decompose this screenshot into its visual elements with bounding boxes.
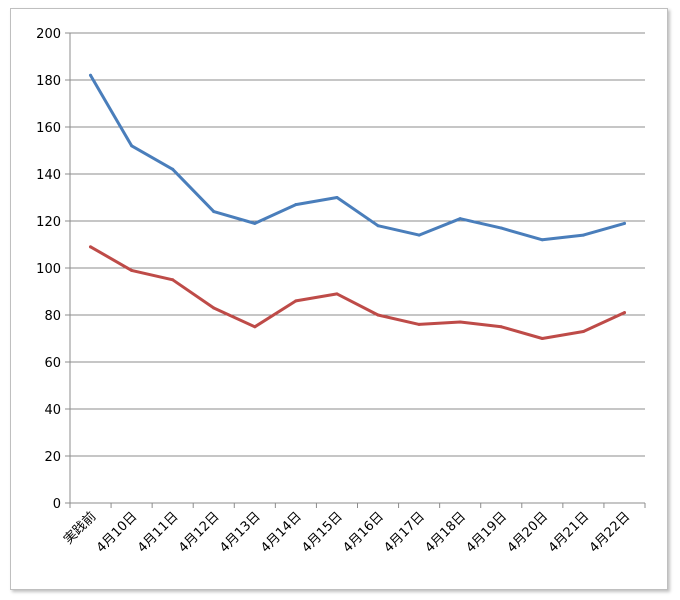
data-point: [294, 203, 298, 207]
x-tick-label: 4月14日: [258, 509, 305, 556]
gridlines: [70, 32, 645, 457]
data-point: [622, 221, 626, 225]
data-point: [458, 217, 462, 221]
data-point: [335, 292, 339, 296]
x-tick-label: 実践前: [60, 509, 99, 548]
data-point: [89, 73, 93, 77]
data-point: [212, 210, 216, 214]
y-tick-label: 200: [36, 27, 61, 42]
x-tick-label: 4月17日: [381, 509, 428, 556]
data-point: [171, 278, 175, 282]
x-tick-labels: 実践前4月10日4月11日4月12日4月13日4月14日4月15日4月16日4月…: [60, 509, 633, 556]
data-point: [417, 322, 421, 326]
x-tick-label: 4月21日: [546, 509, 593, 556]
y-tick-label: 60: [44, 356, 61, 371]
y-tick-label: 100: [36, 262, 61, 277]
x-tick-label: 4月10日: [94, 509, 141, 556]
x-tick-label: 4月11日: [135, 509, 182, 556]
y-tick-labels: 0 20 40 60 80 100 120 140 160 180 200: [36, 27, 61, 512]
data-point: [253, 325, 257, 329]
data-point: [253, 221, 257, 225]
x-tick-label: 4月18日: [422, 509, 469, 556]
series-line-2: [89, 245, 626, 340]
data-point: [622, 311, 626, 315]
data-point: [499, 226, 503, 230]
data-point: [376, 313, 380, 317]
y-tick-label: 20: [44, 450, 61, 465]
data-point: [212, 306, 216, 310]
series-line-1: [89, 73, 626, 242]
data-point: [499, 325, 503, 329]
y-tick-label: 160: [36, 121, 61, 136]
series-lines: [89, 73, 626, 340]
x-tick-label: 4月22日: [587, 509, 634, 556]
x-tick-label: 4月13日: [217, 509, 264, 556]
data-point: [458, 320, 462, 324]
x-tick-label: 4月19日: [464, 509, 511, 556]
y-tick-label: 0: [53, 497, 61, 512]
data-point: [581, 329, 585, 333]
data-point: [294, 299, 298, 303]
chart-frame: [10, 8, 668, 590]
data-point: [540, 337, 544, 340]
data-point: [417, 233, 421, 237]
data-point: [335, 196, 339, 199]
y-tick-label: 180: [36, 74, 61, 89]
x-tick-label: 4月20日: [505, 509, 552, 556]
data-point: [171, 167, 175, 171]
data-point: [540, 238, 544, 242]
data-point: [581, 233, 585, 237]
y-tick-label: 120: [36, 215, 61, 230]
y-tick-label: 140: [36, 168, 61, 183]
x-tick-label: 4月12日: [176, 509, 223, 556]
x-tick-label: 4月15日: [299, 509, 346, 556]
data-point: [130, 144, 134, 148]
axes: [65, 32, 646, 508]
data-point: [130, 268, 134, 272]
data-point: [376, 224, 380, 228]
y-tick-label: 40: [44, 403, 61, 418]
y-tick-label: 80: [44, 309, 61, 324]
x-tick-label: 4月16日: [340, 509, 387, 556]
data-point: [89, 245, 93, 249]
